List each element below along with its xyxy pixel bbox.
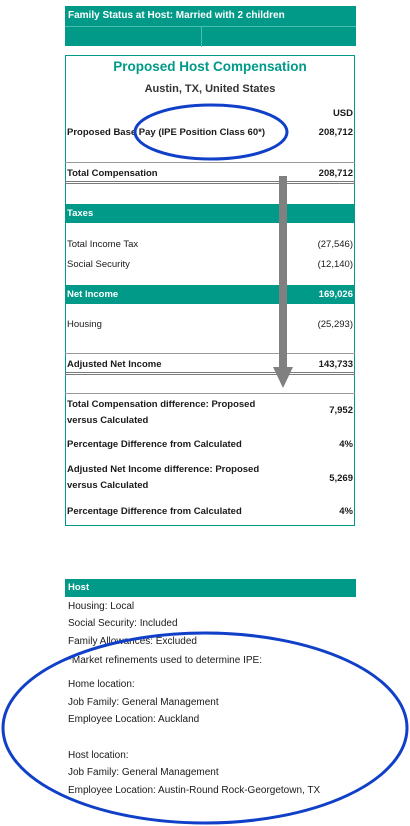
host-line: Job Family: General Management	[68, 767, 219, 778]
host-line: Host location:	[68, 750, 129, 761]
family-status-text: Family Status at Host: Married with 2 ch…	[68, 10, 285, 21]
net-income-label: Net Income	[67, 289, 119, 300]
income-tax-label: Total Income Tax	[67, 239, 139, 250]
comp-diff-value: 7,952	[329, 405, 353, 416]
banner-grid	[65, 26, 356, 47]
currency-label: USD	[332, 108, 353, 119]
housing-label: Housing	[67, 319, 102, 330]
total-comp-label: Total Compensation	[67, 168, 158, 179]
host-line: *Market refinements used to determine IP…	[68, 655, 262, 666]
pct-diff-1-label: Percentage Difference from Calculated	[67, 439, 242, 450]
pct-diff-2-label: Percentage Difference from Calculated	[67, 506, 242, 517]
taxes-header-bar: Taxes	[65, 204, 355, 223]
social-security-value: (12,140)	[317, 259, 353, 270]
pct-diff-1-value: 4%	[339, 439, 353, 450]
net-income-value: 169,026	[318, 289, 353, 300]
divider	[65, 162, 355, 163]
divider	[65, 393, 355, 394]
social-security-label: Social Security	[67, 259, 130, 270]
housing-value: (25,293)	[317, 319, 353, 330]
host-line: Employee Location: Austin-Round Rock-Geo…	[68, 785, 321, 796]
host-line: Employee Location: Auckland	[68, 714, 200, 725]
host-line: Housing: Local	[68, 601, 135, 612]
double-divider	[65, 372, 355, 375]
host-header-label: Host	[68, 582, 90, 593]
table-title: Proposed Host Compensation	[113, 59, 307, 74]
family-status-banner: Family Status at Host: Married with 2 ch…	[65, 6, 356, 47]
divider	[65, 353, 355, 354]
total-comp-value: 208,712	[318, 168, 353, 179]
host-line: Social Security: Included	[68, 618, 178, 629]
host-line: Job Family: General Management	[68, 697, 219, 708]
taxes-header-label: Taxes	[67, 208, 94, 219]
adj-net-income-value: 143,733	[318, 359, 353, 370]
base-pay-label: Proposed Base Pay (IPE Position Class 60…	[67, 127, 265, 138]
income-tax-value: (27,546)	[317, 239, 353, 250]
adj-diff-label: Adjusted Net Income difference: Proposed…	[67, 464, 260, 491]
adj-diff-value: 5,269	[329, 473, 353, 484]
pct-diff-2-value: 4%	[339, 506, 353, 517]
adj-net-income-label: Adjusted Net Income	[67, 359, 162, 370]
host-location: Austin, TX, United States	[144, 83, 276, 95]
host-line: Family Allowances: Excluded	[68, 636, 197, 647]
base-pay-value: 208,712	[318, 127, 353, 138]
host-header-bar: Host	[65, 579, 356, 597]
net-income-bar: Net Income 169,026	[65, 285, 355, 304]
comp-diff-label: Total Compensation difference: Proposed …	[67, 399, 256, 426]
double-divider	[65, 181, 355, 184]
host-line: Home location:	[68, 679, 135, 690]
